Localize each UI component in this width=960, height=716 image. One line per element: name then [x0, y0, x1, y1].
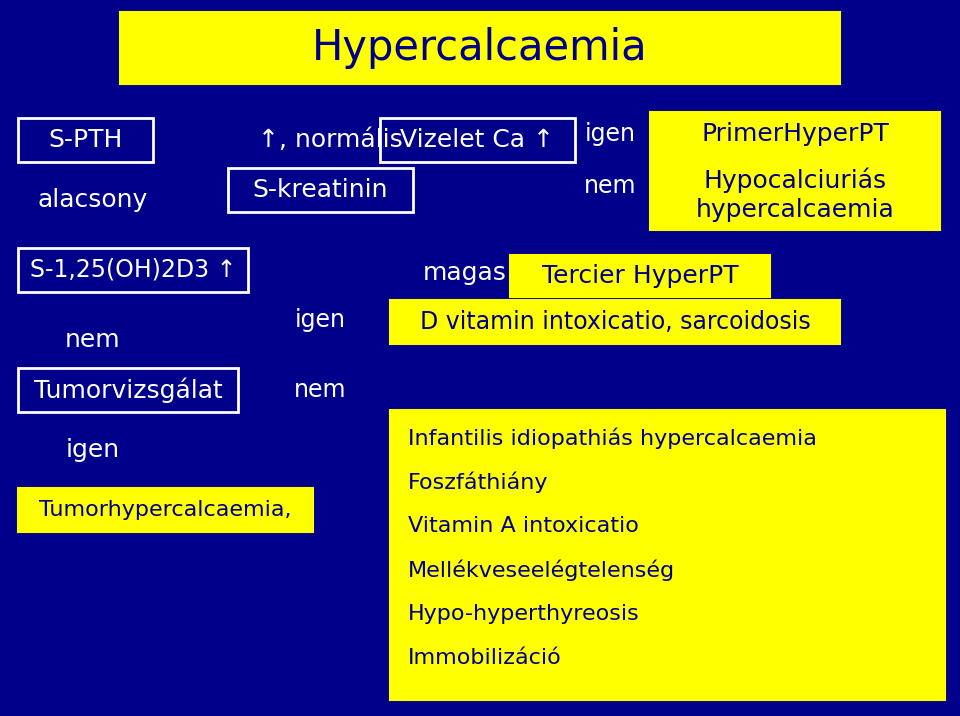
- Text: Hypercalcaemia: Hypercalcaemia: [312, 27, 648, 69]
- Text: D vitamin intoxicatio, sarcoidosis: D vitamin intoxicatio, sarcoidosis: [420, 310, 810, 334]
- Text: Hypocalciuriás: Hypocalciuriás: [704, 168, 887, 193]
- Text: alacsony: alacsony: [37, 188, 148, 212]
- FancyBboxPatch shape: [650, 112, 940, 156]
- FancyBboxPatch shape: [120, 12, 840, 84]
- FancyBboxPatch shape: [390, 300, 840, 344]
- Text: Vitamin A intoxicatio: Vitamin A intoxicatio: [408, 516, 638, 536]
- FancyBboxPatch shape: [510, 255, 770, 297]
- Text: Immobilizáció: Immobilizáció: [408, 648, 562, 668]
- Text: Infantilis idiopathiás hypercalcaemia: Infantilis idiopathiás hypercalcaemia: [408, 427, 817, 449]
- Text: S-kreatinin: S-kreatinin: [252, 178, 388, 202]
- Text: Foszfáthiány: Foszfáthiány: [408, 471, 548, 493]
- Text: magas: magas: [423, 261, 507, 285]
- Text: Mellékveseelégtelenség: Mellékveseelégtelenség: [408, 559, 675, 581]
- Text: Tumorvizsgálat: Tumorvizsgálat: [34, 377, 223, 402]
- Text: S-PTH: S-PTH: [48, 128, 123, 152]
- FancyBboxPatch shape: [390, 410, 945, 700]
- Text: igen: igen: [585, 122, 636, 146]
- Text: nem: nem: [294, 378, 347, 402]
- Text: S-1,25(OH)2D3 ↑: S-1,25(OH)2D3 ↑: [30, 258, 236, 282]
- FancyBboxPatch shape: [650, 158, 940, 230]
- FancyBboxPatch shape: [18, 488, 313, 532]
- Text: ↑, normális: ↑, normális: [257, 128, 402, 152]
- Text: igen: igen: [295, 308, 346, 332]
- Text: Hypo-hyperthyreosis: Hypo-hyperthyreosis: [408, 604, 639, 624]
- Text: Tercier HyperPT: Tercier HyperPT: [541, 264, 738, 288]
- Text: PrimerHyperPT: PrimerHyperPT: [701, 122, 889, 146]
- Text: Tumorhypercalcaemia,: Tumorhypercalcaemia,: [39, 500, 292, 520]
- Text: nem: nem: [65, 328, 121, 352]
- Text: Vizelet Ca ↑: Vizelet Ca ↑: [400, 128, 555, 152]
- Text: hypercalcaemia: hypercalcaemia: [696, 198, 895, 222]
- Text: igen: igen: [66, 438, 120, 462]
- Text: nem: nem: [584, 174, 636, 198]
